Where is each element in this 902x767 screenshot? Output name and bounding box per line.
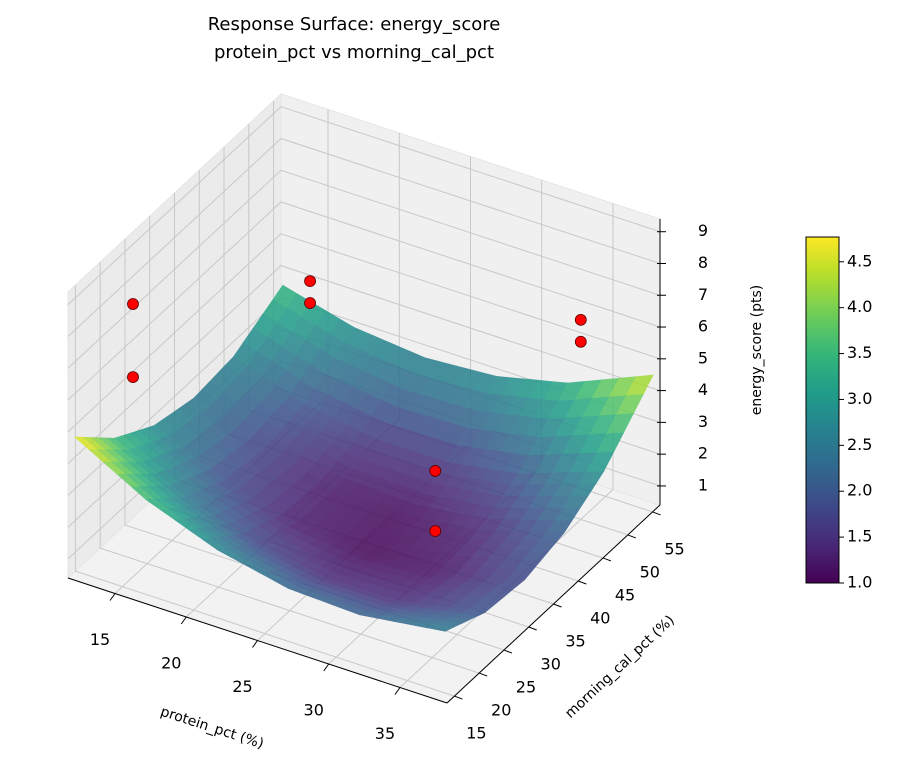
z-tick-label: 8 bbox=[698, 253, 708, 272]
grid-line bbox=[399, 203, 614, 688]
scatter-point bbox=[574, 335, 587, 348]
y-tick-mark bbox=[479, 672, 488, 677]
x-tick-label: 25 bbox=[232, 677, 252, 696]
y-tick-mark bbox=[602, 557, 612, 562]
scatter-point bbox=[429, 465, 442, 477]
x-axis-line bbox=[67, 577, 448, 704]
y-tick-label: 50 bbox=[640, 562, 660, 581]
grid-line bbox=[67, 106, 661, 306]
colorbar-tick-label: 1.5 bbox=[847, 527, 872, 546]
y-axis-line bbox=[446, 504, 661, 704]
y-tick-mark bbox=[627, 534, 636, 539]
scatter-point bbox=[429, 525, 442, 537]
x-tick-label: 15 bbox=[90, 630, 110, 649]
colorbar-tick-label: 4.5 bbox=[847, 251, 872, 270]
z-tick-label: 9 bbox=[698, 221, 708, 240]
grid-line bbox=[67, 233, 661, 433]
colorbar-tick-label: 2.0 bbox=[847, 481, 872, 500]
y-tick-label: 45 bbox=[615, 585, 635, 604]
y-axis-label: morning_cal_pct (%) bbox=[562, 612, 678, 721]
y-tick-mark bbox=[528, 626, 537, 631]
z-axis-label: energy_score (pts) bbox=[749, 285, 765, 415]
x-tick-mark bbox=[109, 593, 116, 601]
grid-line bbox=[67, 137, 661, 337]
x-tick-label: 30 bbox=[304, 700, 324, 719]
z-tick-label: 3 bbox=[698, 412, 708, 431]
y-tick-mark bbox=[553, 603, 562, 608]
chart-subtitle: protein_pct vs morning_cal_pct bbox=[214, 42, 494, 63]
scatter-point bbox=[304, 275, 316, 287]
y-tick-label: 20 bbox=[491, 701, 511, 720]
surface-patch bbox=[427, 624, 455, 632]
y-tick-label: 40 bbox=[590, 608, 610, 627]
colorbar-tick-label: 1.0 bbox=[847, 573, 872, 592]
z-tick-label: 4 bbox=[698, 380, 708, 399]
colorbar-tick-label: 2.5 bbox=[847, 435, 872, 454]
y-tick-mark bbox=[503, 649, 513, 654]
grid-line bbox=[67, 265, 661, 464]
y-tick-mark bbox=[454, 695, 463, 700]
x-axis-label: protein_pct (%) bbox=[158, 704, 265, 752]
chart-title: Response Surface: energy_score bbox=[208, 14, 501, 35]
y-tick-mark bbox=[578, 580, 587, 585]
scatter-point bbox=[127, 371, 139, 384]
x-tick-mark bbox=[180, 616, 187, 625]
y-tick-label: 55 bbox=[664, 539, 684, 558]
y-tick-label: 30 bbox=[541, 655, 561, 674]
surface bbox=[73, 284, 654, 632]
z-tick-label: 5 bbox=[698, 348, 708, 367]
y-tick-label: 25 bbox=[516, 678, 536, 697]
scatter-point bbox=[574, 313, 587, 326]
grid-line bbox=[67, 201, 661, 401]
z-tick-label: 7 bbox=[698, 285, 708, 304]
x-tick-mark bbox=[394, 687, 401, 695]
colorbar-tick-label: 3.5 bbox=[847, 343, 872, 362]
colorbar-tick-label: 4.0 bbox=[847, 297, 872, 316]
x-tick-mark bbox=[323, 663, 330, 672]
colorbar bbox=[805, 236, 840, 584]
colorbar-tick-label: 3.0 bbox=[847, 389, 872, 408]
z-tick-label: 6 bbox=[698, 317, 708, 336]
y-tick-label: 15 bbox=[466, 724, 486, 743]
y-tick-mark bbox=[652, 511, 661, 516]
y-tick-label: 35 bbox=[565, 632, 585, 651]
grid-line bbox=[74, 285, 455, 697]
grid-line bbox=[99, 262, 480, 674]
scatter-point bbox=[127, 298, 139, 310]
z-tick-label: 2 bbox=[698, 444, 708, 463]
scatter-point bbox=[304, 297, 316, 309]
x-tick-mark bbox=[252, 640, 258, 648]
x-tick-label: 20 bbox=[161, 654, 181, 673]
x-tick-label: 35 bbox=[375, 724, 395, 743]
z-tick-label: 1 bbox=[698, 475, 708, 494]
grid-line bbox=[67, 169, 661, 369]
